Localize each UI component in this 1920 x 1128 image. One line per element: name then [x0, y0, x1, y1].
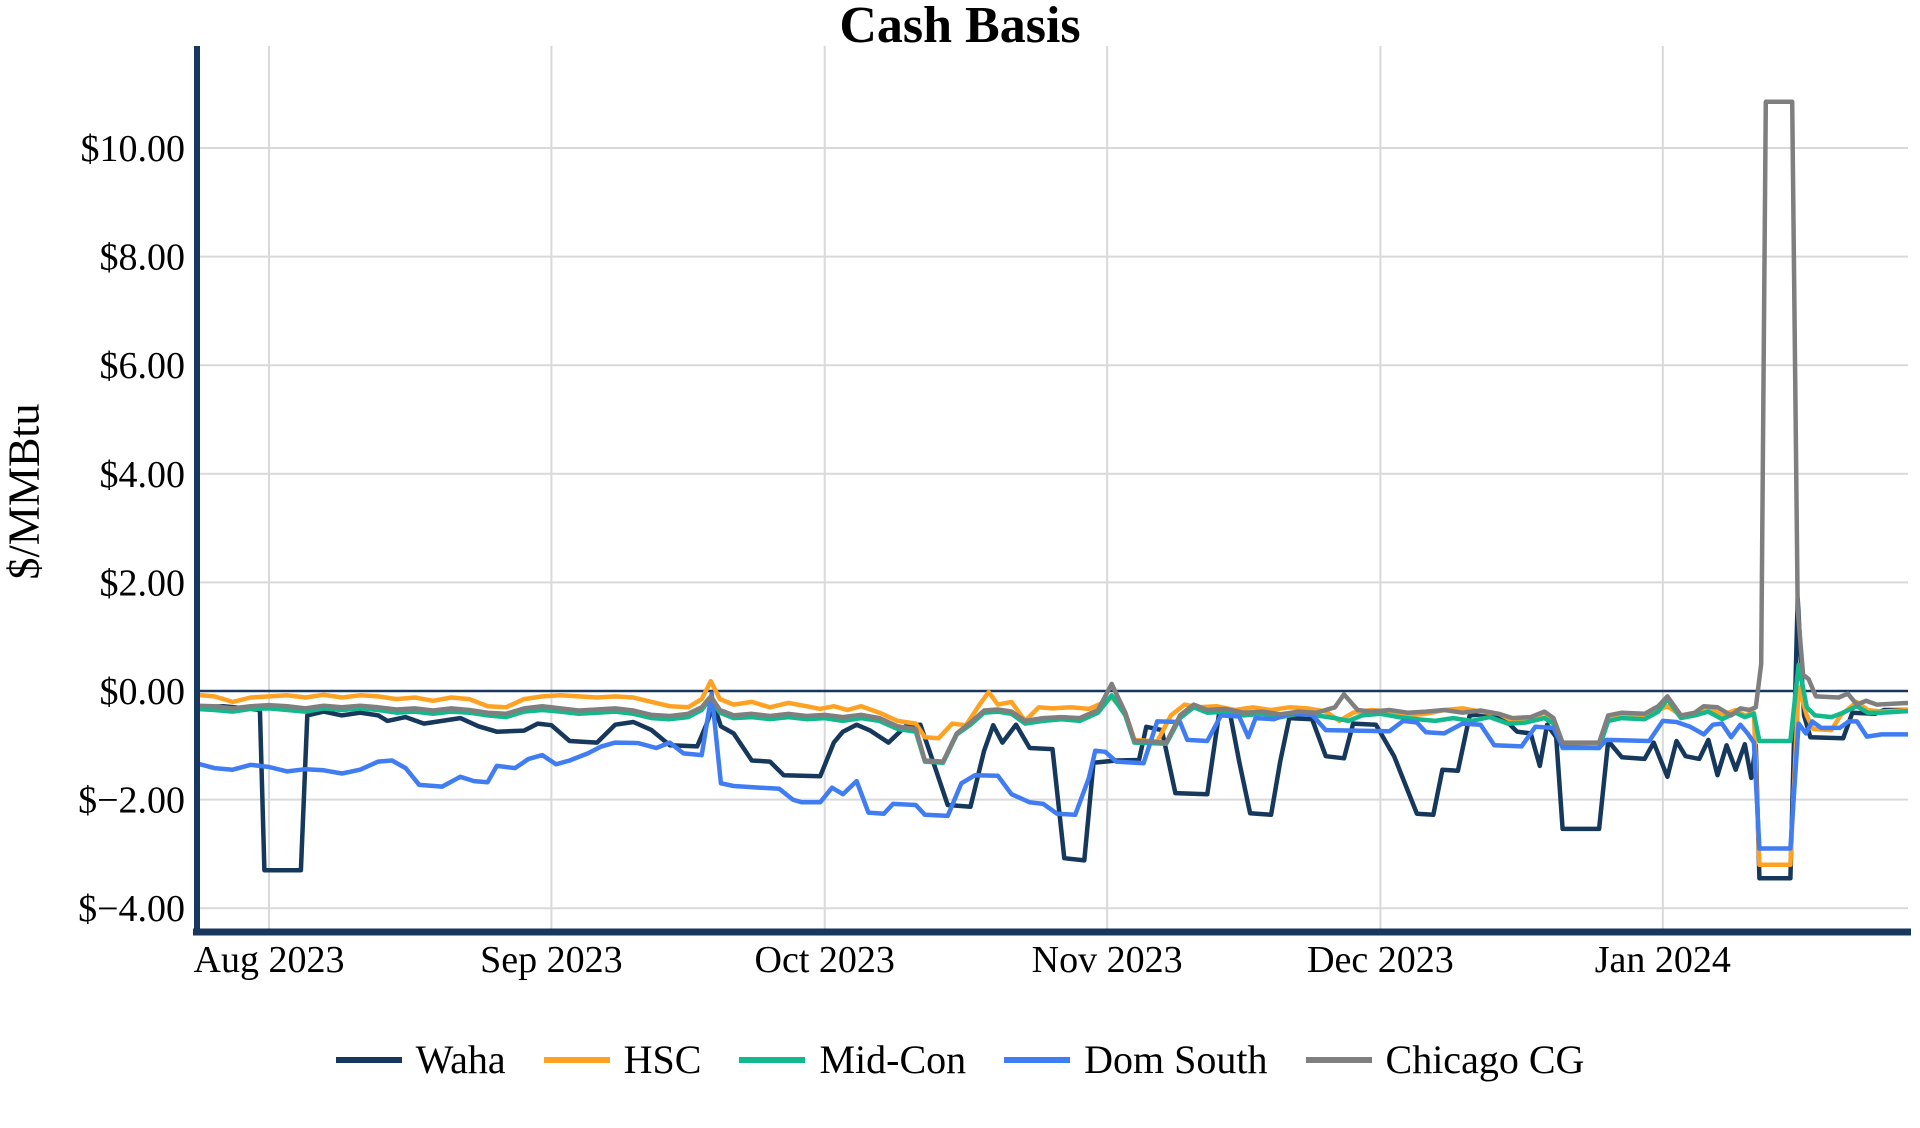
legend-item-mid-con: Mid-Con — [739, 1036, 966, 1083]
y-tick-label: $2.00 — [100, 562, 186, 604]
x-tick-label: Nov 2023 — [1032, 939, 1183, 981]
y-tick-label: $8.00 — [100, 237, 186, 279]
legend-swatch-waha — [335, 1056, 402, 1063]
x-tick-label: Dec 2023 — [1307, 939, 1454, 981]
y-tick-label: $−4.00 — [78, 888, 185, 930]
y-tick-label: $0.00 — [100, 671, 186, 713]
chart-legend: Waha HSC Mid-Con Dom South Chicago CG — [0, 1036, 1920, 1083]
legend-swatch-chicago-cg — [1305, 1056, 1372, 1063]
legend-label: HSC — [623, 1037, 702, 1082]
legend-label: Mid-Con — [819, 1037, 967, 1082]
x-tick-label: Jan 2024 — [1595, 939, 1731, 981]
series-lines — [197, 99, 1908, 881]
legend-label: Dom South — [1084, 1037, 1268, 1082]
legend-swatch-mid-con — [739, 1056, 806, 1063]
legend-item-dom-south: Dom South — [1004, 1036, 1268, 1083]
y-tick-label: $−2.00 — [78, 780, 185, 822]
x-tick-label: Oct 2023 — [755, 939, 895, 981]
legend-label: Waha — [415, 1037, 506, 1082]
x-tick-label: Aug 2023 — [194, 939, 345, 981]
legend-item-chicago-cg: Chicago CG — [1305, 1036, 1585, 1083]
series-line-dom-south — [197, 691, 1908, 851]
legend-item-hsc: HSC — [543, 1036, 702, 1083]
x-tick-label: Sep 2023 — [480, 939, 623, 981]
series-line-hsc — [197, 678, 1908, 868]
legend-swatch-dom-south — [1004, 1056, 1071, 1063]
gridlines — [197, 46, 1908, 930]
y-tick-label: $6.00 — [100, 345, 186, 387]
series-line-chicago-cg — [197, 99, 1908, 764]
y-axis-title: $/MMBtu — [0, 403, 49, 580]
y-tick-label: $10.00 — [81, 128, 186, 170]
chart-title: Cash Basis — [839, 0, 1081, 54]
y-tick-label: $4.00 — [100, 454, 186, 496]
legend-label: Chicago CG — [1385, 1037, 1585, 1082]
legend-item-waha: Waha — [335, 1036, 506, 1083]
legend-swatch-hsc — [543, 1056, 610, 1063]
